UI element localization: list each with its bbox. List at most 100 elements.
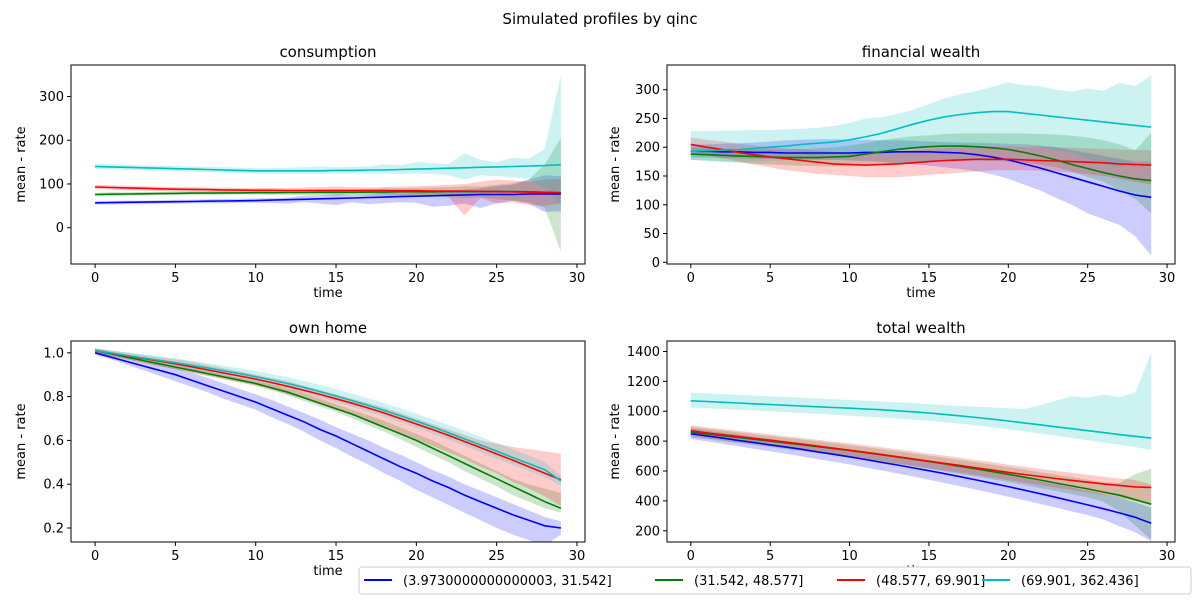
line-series-1 [94,352,562,529]
x-tick-label: 25 [488,549,505,564]
y-tick-label: 250 [635,112,660,127]
x-tick-label: 25 [1079,271,1096,286]
x-tick-label: 5 [171,549,179,564]
line-series-3 [690,143,1152,166]
x-axis-label: time [313,286,342,301]
line-series-3 [95,186,561,194]
x-tick-label: 20 [1000,271,1017,286]
y-tick-label: 0.4 [43,478,64,493]
x-tick-label: 20 [408,549,425,564]
y-tick-label: 0.2 [43,521,64,536]
y-tick-label: 100 [635,198,660,213]
figure-title: Simulated profiles by qinc [502,10,697,28]
y-tick-label: 1400 [627,345,660,360]
line-series-3 [690,429,1152,489]
legend-frame [358,566,1192,595]
x-tick-label: 5 [766,549,774,564]
y-tick-label: 0 [652,256,660,271]
y-tick-label: 0.8 [43,390,64,405]
y-axis-label: mean - rate [608,403,623,479]
x-tick-label: 30 [569,271,586,286]
panels: 0 5 10 15 20 25 300100200300consumptiontimemea… [14,43,1176,579]
panel-2: 0 5 10 15 20 25 30050100150200250300financial … [608,43,1176,301]
line-series-4 [94,349,562,482]
line-series-4 [690,400,1152,439]
x-tick-label: 20 [408,271,425,286]
y-tick-label: 0.6 [43,434,64,449]
x-axis-label: time [906,286,935,301]
y-axis-label: mean - rate [14,403,29,479]
x-tick-label: 15 [328,549,345,564]
legend-label-2: (31.542, 48.577] [694,574,803,589]
band-series-3 [95,178,561,216]
band-series-1 [95,350,561,542]
y-axis-label: mean - rate [608,126,623,202]
panel-4: 0 5 10 15 20 25 30 200 400 600 800 1000 1200 1400 tota… [608,319,1176,579]
x-tick-label: 5 [766,271,774,286]
axes-frame [666,64,1176,265]
y-tick-label: 50 [643,227,660,242]
plot-area [95,74,561,252]
band-series-1 [690,428,1152,542]
x-tick-label: 10 [841,271,858,286]
axes-frame [70,64,586,265]
panel-title: consumption [279,43,376,61]
x-tick-label: 20 [1000,549,1017,564]
x-tick-label: 30 [569,549,586,564]
x-tick-label: 15 [328,271,345,286]
band-series-4 [95,74,561,206]
panel-1: 0 5 10 15 20 25 300100200300consumptiontimemea… [14,43,586,301]
line-series-2 [94,349,562,510]
line-series-1 [690,150,1152,199]
y-tick-label: 200 [635,141,660,156]
y-tick-label: 400 [635,494,660,509]
x-tick-label: 15 [921,549,938,564]
line-series-1 [690,432,1152,525]
axes-frame [70,340,586,543]
y-tick-label: 0 [56,221,64,236]
x-tick-label: 15 [921,271,938,286]
x-axis-label: time [313,564,342,579]
x-tick-label: 25 [488,271,505,286]
panel-3: 0 5 10 15 20 25 30 0.2 0.4 0.6 0.8 1.0 own home time m… [14,319,586,579]
plot-area [690,353,1152,542]
y-tick-label: 600 [635,465,660,480]
y-tick-label: 200 [39,134,64,149]
y-axis-label: mean - rate [14,126,29,202]
line-series-3 [94,349,562,481]
legend-label-3: (48.577, 69.901] [876,574,985,589]
legend-label-4: (69.901, 362.436] [1021,574,1139,589]
x-tick-label: 0 [687,549,695,564]
x-tick-label: 0 [91,549,99,564]
x-tick-label: 30 [1159,271,1176,286]
band-series-4 [690,353,1152,451]
panel-title: own home [289,319,367,337]
band-series-3 [690,137,1152,185]
panel-title: total wealth [876,319,965,337]
y-tick-label: 150 [635,170,660,185]
x-tick-label: 30 [1159,549,1176,564]
y-tick-label: 1.0 [43,346,64,361]
band-series-2 [95,138,561,252]
x-tick-label: 0 [91,271,99,286]
plot-area [94,348,562,542]
band-series-1 [95,175,561,212]
panel-title: financial wealth [862,43,980,61]
x-tick-label: 5 [171,271,179,286]
x-tick-label: 10 [247,271,264,286]
x-tick-label: 10 [841,549,858,564]
y-tick-label: 300 [39,90,64,105]
line-series-4 [690,110,1152,153]
legend: (3.9730000000000003, 31.542] (31.542, 48… [358,566,1192,595]
y-tick-label: 1200 [627,375,660,390]
y-tick-label: 800 [635,435,660,450]
x-tick-label: 0 [687,271,695,286]
x-tick-label: 10 [247,549,264,564]
y-tick-label: 200 [635,524,660,539]
y-tick-label: 1000 [627,405,660,420]
line-series-1 [95,193,561,204]
y-tick-label: 100 [39,177,64,192]
band-series-1 [690,139,1152,256]
x-tick-label: 25 [1079,549,1096,564]
